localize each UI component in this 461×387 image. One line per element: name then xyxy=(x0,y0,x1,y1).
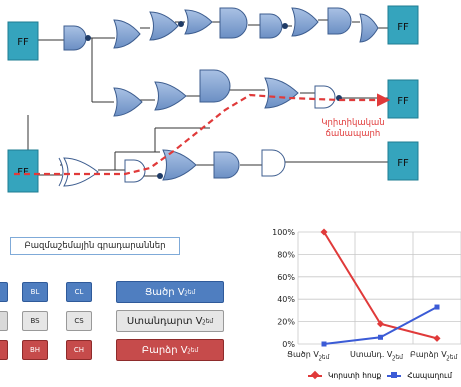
inverter-bubble xyxy=(85,35,91,41)
xor-gate xyxy=(63,157,99,187)
library-box-label: Բազմաշեմային գրադարաններ xyxy=(24,241,166,251)
legend-label: Հապաղում xyxy=(407,371,453,380)
or-gate xyxy=(113,19,141,49)
legend-label: Կորստի հոսք xyxy=(328,371,382,380)
ff-label: FF xyxy=(17,37,29,48)
or-gate xyxy=(162,149,197,181)
chart-x-label: Բարձր Vշեմ xyxy=(410,350,458,361)
chart-point xyxy=(434,304,440,310)
chart-point xyxy=(378,334,383,340)
line-chart: 0% 20% 40% 60% 80% 100% xyxy=(272,228,461,349)
chart-y-tick-label: 60% xyxy=(277,273,295,282)
legend-swatch-red xyxy=(308,370,322,379)
cell-bs: BS xyxy=(22,311,48,331)
or-gate xyxy=(149,11,179,41)
library-box: Բազմաշեմային գրադարաններ xyxy=(10,237,180,255)
cell-cs: CS xyxy=(66,311,92,331)
and-gate xyxy=(199,69,231,103)
ff-bottom-right xyxy=(387,141,419,181)
ff-top-left xyxy=(7,21,39,61)
chart-grid xyxy=(297,231,461,345)
ff-label: FF xyxy=(397,22,409,33)
chart-y-ticks: 0% 20% 40% 60% 80% 100% xyxy=(272,228,295,349)
cell-partial-high xyxy=(0,340,8,360)
or-gate xyxy=(359,13,379,43)
cell-cl: CL xyxy=(66,282,92,302)
cell-partial-low xyxy=(0,282,8,302)
and-gate xyxy=(314,85,336,109)
chart-y-tick-label: 40% xyxy=(277,295,295,304)
or-gate xyxy=(264,77,299,109)
critical-path-label: Կրիտիկական ճանապարհ xyxy=(321,118,385,139)
xor-gate-arc xyxy=(58,157,64,187)
legend-swatch-blue xyxy=(387,371,402,378)
inverter-bubble xyxy=(178,21,184,27)
or-gate xyxy=(113,87,143,117)
cell-ch: CH xyxy=(66,340,92,360)
or-gate xyxy=(184,9,213,35)
chart-point xyxy=(321,341,327,347)
cell-bl: BL xyxy=(22,282,48,302)
critical-path xyxy=(14,93,391,176)
chart-y-tick-label: 20% xyxy=(277,318,295,327)
ff-label: FF xyxy=(397,96,409,107)
gates xyxy=(58,7,379,187)
chart-x-label: Ցածր Vշեմ xyxy=(287,350,330,361)
chart-y-tick-label: 100% xyxy=(272,228,295,237)
chart-points xyxy=(320,228,441,347)
and-gate xyxy=(259,13,283,39)
chart-y-tick-label: 80% xyxy=(277,250,295,259)
ff-top-right xyxy=(387,5,419,45)
and-gate xyxy=(219,7,248,39)
chart-point xyxy=(433,334,441,342)
ff-label: FF xyxy=(17,167,29,178)
or-gate xyxy=(154,81,187,111)
chart-point xyxy=(376,320,385,328)
chart-y-tick-label: 0% xyxy=(282,340,295,349)
cell-partial-std xyxy=(0,311,8,331)
chart-legend: Կորստի հոսք Հապաղում xyxy=(308,370,453,380)
chart-point xyxy=(320,228,328,236)
chart-x-label: Ստանդ. Vշեմ xyxy=(350,350,403,361)
ff-label: FF xyxy=(397,158,409,169)
and-gate xyxy=(213,151,240,179)
and-gate xyxy=(63,25,87,51)
flipflops: FF FF FF FF FF xyxy=(7,5,419,193)
or-gate xyxy=(291,7,319,37)
and-gate xyxy=(327,7,352,35)
ff-bottom-left xyxy=(7,149,39,193)
ff-mid-right xyxy=(387,79,419,119)
and-gate xyxy=(261,149,286,177)
cell-bh: BH xyxy=(22,340,48,360)
inverter-bubble xyxy=(282,23,288,29)
inverter-bubble xyxy=(157,173,163,179)
